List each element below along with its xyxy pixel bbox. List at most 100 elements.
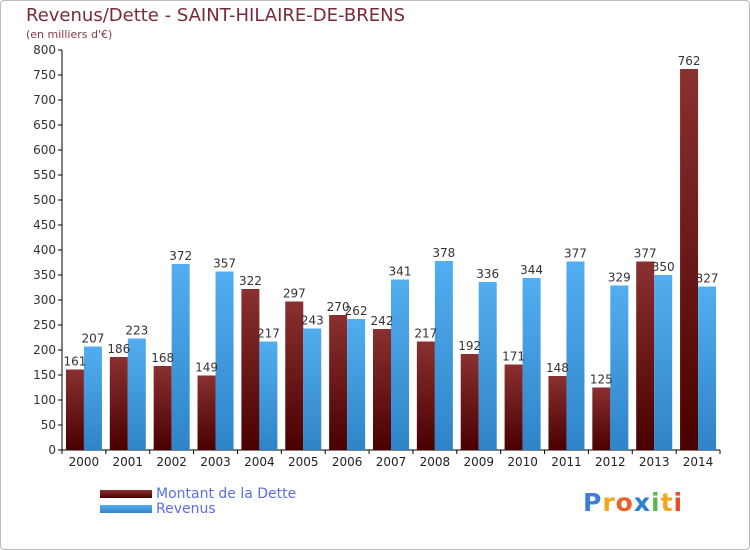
logo-letter: i bbox=[651, 488, 661, 517]
data-label: 377 bbox=[564, 247, 587, 261]
y-tick-label: 50 bbox=[41, 418, 56, 432]
bar-revenue bbox=[391, 279, 409, 450]
y-tick-label: 250 bbox=[33, 318, 56, 332]
data-label: 297 bbox=[283, 287, 306, 301]
logo-letter: r bbox=[602, 488, 616, 517]
y-tick-label: 700 bbox=[33, 93, 56, 107]
data-label: 217 bbox=[414, 327, 437, 341]
data-label: 148 bbox=[546, 361, 569, 375]
bar-revenue bbox=[654, 275, 673, 450]
bar-revenue bbox=[610, 285, 629, 450]
data-label: 377 bbox=[634, 247, 657, 261]
data-label: 329 bbox=[608, 271, 631, 285]
data-label: 378 bbox=[432, 246, 455, 260]
bar-debt bbox=[109, 357, 128, 450]
data-label: 372 bbox=[169, 249, 192, 263]
data-label: 171 bbox=[502, 350, 525, 364]
bar-debt bbox=[329, 315, 348, 450]
bar-debt bbox=[504, 364, 523, 450]
bar-revenue bbox=[478, 282, 497, 450]
proxiti-logo: Proxiti bbox=[583, 488, 683, 517]
x-tick-label: 2003 bbox=[200, 455, 231, 469]
bar-revenue bbox=[83, 346, 102, 450]
data-label: 149 bbox=[195, 361, 218, 375]
bar-revenue bbox=[259, 341, 278, 450]
bar-debt bbox=[241, 289, 260, 450]
y-tick-label: 0 bbox=[48, 443, 56, 457]
bar-revenue bbox=[522, 278, 541, 450]
bar-debt bbox=[592, 387, 611, 450]
y-tick-label: 300 bbox=[33, 293, 56, 307]
data-label: 270 bbox=[327, 300, 350, 314]
y-tick-label: 400 bbox=[33, 243, 56, 257]
legend-item-revenue: Revenus bbox=[100, 501, 296, 517]
data-label: 262 bbox=[345, 304, 368, 318]
data-label: 327 bbox=[696, 272, 719, 286]
data-label: 762 bbox=[678, 54, 701, 68]
bar-debt bbox=[548, 376, 567, 450]
logo-letter: x bbox=[633, 488, 651, 517]
y-tick-label: 100 bbox=[33, 393, 56, 407]
bar-debt bbox=[153, 366, 172, 450]
x-tick-label: 2005 bbox=[288, 455, 319, 469]
data-label: 161 bbox=[63, 355, 86, 369]
bar-revenue bbox=[347, 319, 366, 450]
x-tick-label: 2010 bbox=[507, 455, 538, 469]
data-label: 350 bbox=[652, 260, 675, 274]
x-tick-label: 2006 bbox=[332, 455, 363, 469]
y-tick-label: 450 bbox=[33, 218, 56, 232]
legend-label-debt: Montant de la Dette bbox=[156, 485, 297, 502]
legend-item-debt: Montant de la Dette bbox=[100, 485, 297, 502]
bar-revenue bbox=[127, 338, 146, 450]
data-label: 357 bbox=[213, 257, 236, 271]
bar-revenue bbox=[566, 261, 585, 450]
y-tick-label: 150 bbox=[33, 368, 56, 382]
data-label: 192 bbox=[458, 339, 481, 353]
bar-debt bbox=[416, 341, 435, 450]
bar-revenue bbox=[303, 328, 322, 450]
x-tick-label: 2002 bbox=[156, 455, 187, 469]
x-tick-label: 2001 bbox=[113, 455, 144, 469]
data-label: 344 bbox=[520, 263, 543, 277]
logo-letter: P bbox=[583, 488, 603, 517]
chart-subtitle: (en milliers d'€) bbox=[26, 28, 113, 41]
x-tick-label: 2011 bbox=[551, 455, 582, 469]
bar-debt bbox=[285, 301, 304, 450]
bar-debt bbox=[373, 329, 391, 450]
bar-revenue bbox=[171, 264, 190, 450]
data-label: 322 bbox=[239, 274, 262, 288]
bar-debt bbox=[197, 375, 216, 450]
data-label: 243 bbox=[301, 314, 324, 328]
x-tick-label: 2012 bbox=[595, 455, 626, 469]
y-tick-label: 350 bbox=[33, 268, 56, 282]
legend-swatch-revenue bbox=[100, 504, 152, 513]
y-tick-label: 650 bbox=[33, 118, 56, 132]
data-label: 341 bbox=[389, 265, 412, 279]
y-tick-label: 200 bbox=[33, 343, 56, 357]
x-tick-label: 2009 bbox=[463, 455, 494, 469]
bar-debt bbox=[680, 69, 699, 450]
bar-debt bbox=[460, 354, 479, 450]
data-label: 217 bbox=[257, 327, 280, 341]
x-tick-label: 2007 bbox=[376, 455, 407, 469]
y-tick-label: 750 bbox=[33, 68, 56, 82]
data-label: 186 bbox=[107, 342, 130, 356]
bar-revenue bbox=[698, 286, 717, 450]
data-label: 125 bbox=[590, 373, 613, 387]
data-label: 168 bbox=[151, 351, 174, 365]
data-label: 223 bbox=[125, 324, 148, 338]
data-label: 242 bbox=[371, 314, 394, 328]
data-label: 336 bbox=[476, 267, 499, 281]
data-label: 207 bbox=[81, 332, 104, 346]
bar-debt bbox=[636, 261, 655, 450]
bar-revenue bbox=[434, 261, 453, 450]
logo-letter: i bbox=[673, 488, 684, 517]
bar-revenue bbox=[215, 271, 234, 450]
y-tick-label: 800 bbox=[33, 43, 56, 57]
x-tick-label: 2000 bbox=[69, 455, 100, 469]
x-tick-label: 2004 bbox=[244, 455, 275, 469]
logo-letter: t bbox=[660, 488, 674, 517]
x-tick-label: 2013 bbox=[639, 455, 670, 469]
